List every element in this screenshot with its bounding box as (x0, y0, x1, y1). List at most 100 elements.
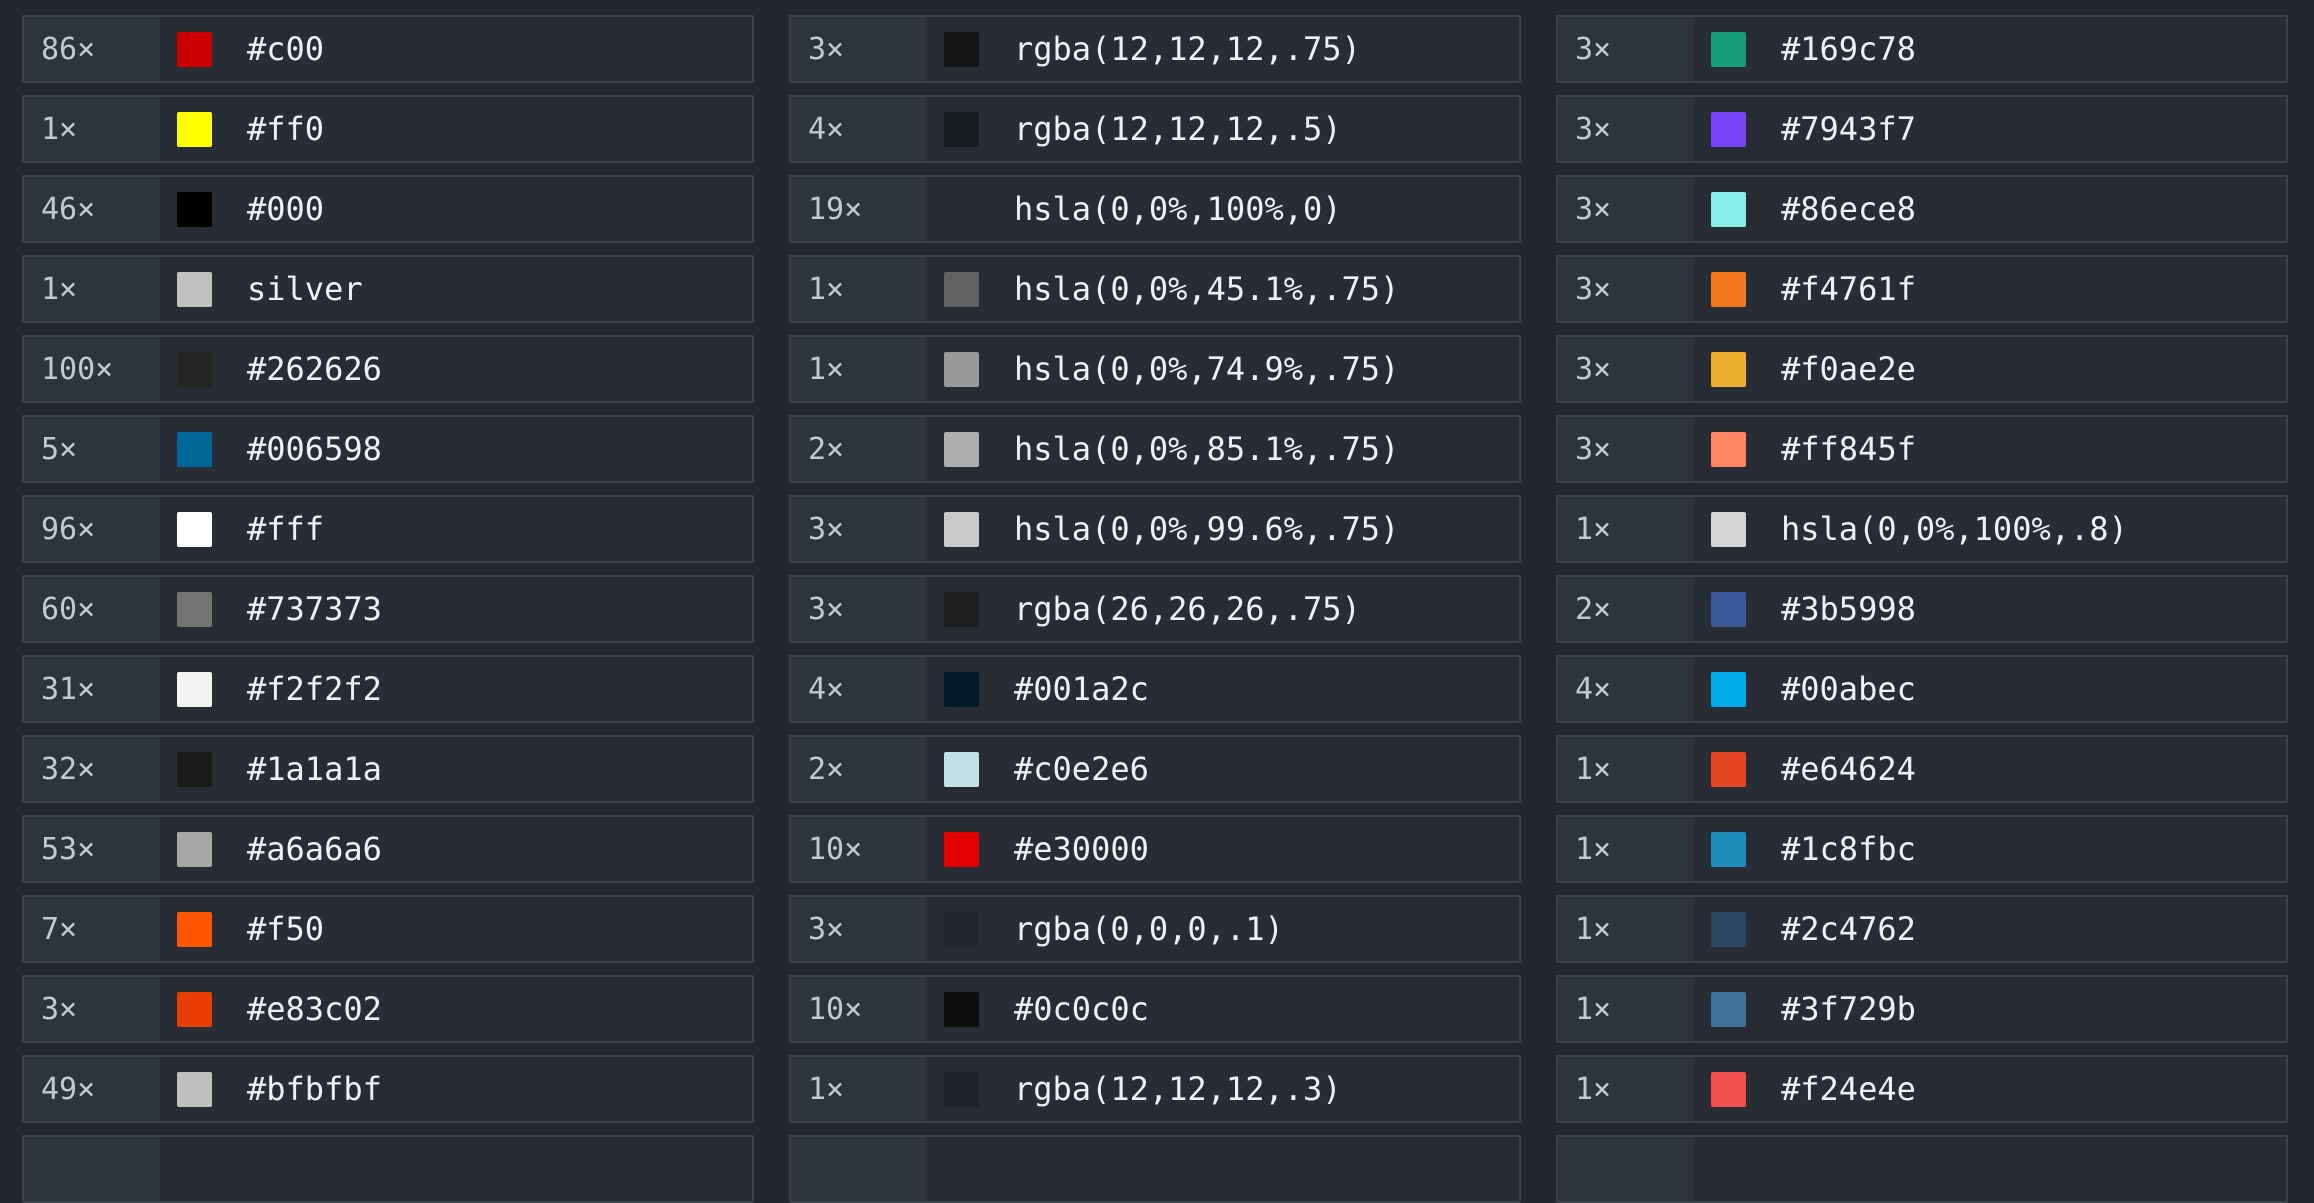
color-value: #00abec (1781, 670, 1916, 708)
color-usage-grid: 86× #c00 1× #ff0 46× #000 1× silver 100×… (22, 15, 2288, 1203)
color-value: hsla(0,0%,85.1%,.75) (1014, 430, 1400, 468)
color-value: #f24e4e (1781, 1070, 1916, 1108)
color-cell: silver (160, 257, 752, 321)
color-cell: #7943f7 (1694, 97, 2286, 161)
color-cell: #2c4762 (1694, 897, 2286, 961)
usage-count: 3× (791, 497, 927, 561)
usage-count (24, 1137, 160, 1201)
color-usage-row: 32× #1a1a1a (22, 735, 754, 803)
color-usage-row: 2× #c0e2e6 (789, 735, 1521, 803)
color-usage-row: 60× #737373 (22, 575, 754, 643)
color-swatch (177, 111, 212, 147)
usage-count: 1× (1558, 977, 1694, 1041)
color-value: #3f729b (1781, 990, 1916, 1028)
color-value: rgba(12,12,12,.3) (1014, 1070, 1342, 1108)
color-cell: rgba(26,26,26,.75) (927, 577, 1519, 641)
color-value: rgba(12,12,12,.5) (1014, 110, 1342, 148)
color-usage-row: 2× hsla(0,0%,85.1%,.75) (789, 415, 1521, 483)
color-value: #c00 (247, 30, 325, 68)
color-cell: rgba(12,12,12,.3) (927, 1057, 1519, 1121)
color-usage-column-3: 3× #169c78 3× #7943f7 3× #86ece8 3× #f47… (1556, 15, 2288, 1203)
color-cell: #737373 (160, 577, 752, 641)
color-cell: hsla(0,0%,74.9%,.75) (927, 337, 1519, 401)
color-usage-column-1: 86× #c00 1× #ff0 46× #000 1× silver 100×… (22, 15, 754, 1203)
usage-count: 3× (1558, 417, 1694, 481)
color-usage-row-clipped (789, 1135, 1521, 1203)
usage-count: 49× (24, 1057, 160, 1121)
color-usage-row: 4× #001a2c (789, 655, 1521, 723)
color-value: #262626 (247, 350, 382, 388)
color-usage-row: 3× #7943f7 (1556, 95, 2288, 163)
color-usage-row: 3× #f4761f (1556, 255, 2288, 323)
color-swatch (177, 751, 212, 787)
color-swatch (177, 831, 212, 867)
color-usage-row: 53× #a6a6a6 (22, 815, 754, 883)
color-cell: #e30000 (927, 817, 1519, 881)
usage-count (791, 1137, 927, 1201)
color-swatch (944, 192, 979, 227)
color-usage-row: 19× hsla(0,0%,100%,0) (789, 175, 1521, 243)
color-cell: #3b5998 (1694, 577, 2286, 641)
usage-count: 3× (791, 17, 927, 81)
color-value: #f2f2f2 (247, 670, 382, 708)
color-value: rgba(12,12,12,.75) (1014, 30, 1361, 68)
color-cell (1694, 1137, 2286, 1201)
color-swatch (944, 351, 979, 387)
color-value: #ff845f (1781, 430, 1916, 468)
color-value: rgba(26,26,26,.75) (1014, 590, 1361, 628)
color-swatch (177, 351, 212, 387)
usage-count: 4× (791, 97, 927, 161)
color-cell: #e83c02 (160, 977, 752, 1041)
usage-count: 3× (1558, 97, 1694, 161)
color-value: #fff (247, 510, 325, 548)
color-usage-row: 1× rgba(12,12,12,.3) (789, 1055, 1521, 1123)
color-usage-row: 96× #fff (22, 495, 754, 563)
color-swatch (944, 591, 979, 627)
color-cell: hsla(0,0%,45.1%,.75) (927, 257, 1519, 321)
color-value: #001a2c (1014, 670, 1149, 708)
color-value: #c0e2e6 (1014, 750, 1149, 788)
color-cell: hsla(0,0%,100%,.8) (1694, 497, 2286, 561)
color-swatch (944, 671, 979, 707)
usage-count: 96× (24, 497, 160, 561)
color-usage-row: 3× #f0ae2e (1556, 335, 2288, 403)
color-usage-row: 1× hsla(0,0%,74.9%,.75) (789, 335, 1521, 403)
color-cell: #001a2c (927, 657, 1519, 721)
color-usage-row: 100× #262626 (22, 335, 754, 403)
color-usage-row: 31× #f2f2f2 (22, 655, 754, 723)
usage-count: 3× (791, 577, 927, 641)
color-swatch (944, 751, 979, 787)
color-usage-row: 1× silver (22, 255, 754, 323)
color-swatch (1711, 431, 1746, 467)
usage-count: 19× (791, 177, 927, 241)
color-usage-row: 4× #00abec (1556, 655, 2288, 723)
color-swatch (1711, 751, 1746, 787)
color-swatch (1711, 911, 1746, 947)
color-usage-row: 3× #169c78 (1556, 15, 2288, 83)
color-cell: #e64624 (1694, 737, 2286, 801)
usage-count: 2× (791, 737, 927, 801)
usage-count: 3× (791, 897, 927, 961)
color-swatch (1711, 831, 1746, 867)
color-cell: #006598 (160, 417, 752, 481)
color-cell: #169c78 (1694, 17, 2286, 81)
color-cell: #262626 (160, 337, 752, 401)
color-value: #2c4762 (1781, 910, 1916, 948)
usage-count: 3× (1558, 257, 1694, 321)
color-cell: #c0e2e6 (927, 737, 1519, 801)
color-swatch (1711, 991, 1746, 1027)
color-value: #006598 (247, 430, 382, 468)
color-usage-row: 1× #2c4762 (1556, 895, 2288, 963)
color-usage-row: 49× #bfbfbf (22, 1055, 754, 1123)
color-cell (927, 1137, 1519, 1201)
color-usage-row: 1× hsla(0,0%,100%,.8) (1556, 495, 2288, 563)
color-cell: rgba(12,12,12,.5) (927, 97, 1519, 161)
usage-count: 3× (1558, 337, 1694, 401)
color-value: #7943f7 (1781, 110, 1916, 148)
color-value: hsla(0,0%,100%,.8) (1781, 510, 2128, 548)
color-value: #000 (247, 190, 325, 228)
color-swatch (1711, 191, 1746, 227)
color-swatch (944, 511, 979, 547)
usage-count: 1× (791, 337, 927, 401)
color-swatch (1711, 271, 1746, 307)
